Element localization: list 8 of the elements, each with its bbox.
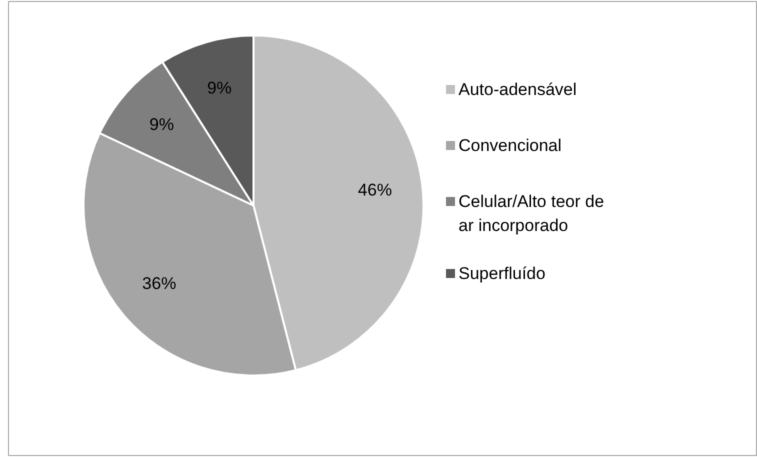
legend-label: Auto-adensável <box>458 80 577 99</box>
data-label: 36% <box>142 274 176 294</box>
legend-label: Superfluído <box>458 264 546 283</box>
legend-label: Celular/Alto teor de ar incorporado <box>458 192 604 235</box>
data-label: 46% <box>358 180 392 200</box>
data-label: 9% <box>149 115 174 134</box>
data-label: 9% <box>207 78 232 98</box>
legend-label: Convencional <box>458 136 562 155</box>
